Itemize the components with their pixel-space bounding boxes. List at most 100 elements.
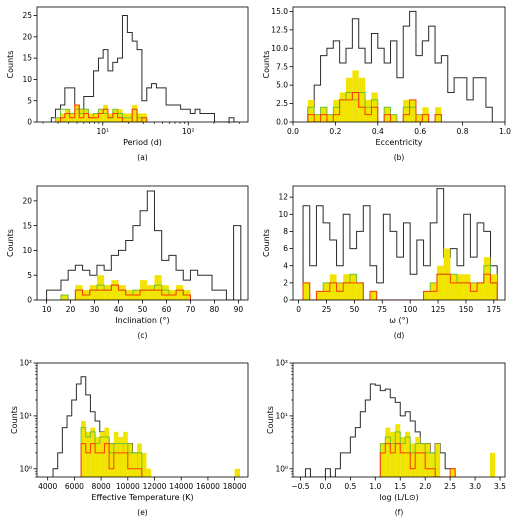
histogram-bar (369, 291, 377, 300)
histogram-bar (490, 452, 496, 477)
histogram-bar (352, 70, 359, 122)
y-tick-label: 10⁰ (275, 464, 288, 473)
histogram-bar (118, 436, 124, 477)
histogram-bar (234, 468, 240, 477)
histogram-bar (111, 280, 119, 300)
histogram-bar (390, 431, 396, 477)
x-tick-label: 16000 (196, 482, 220, 491)
histogram-series (307, 10, 493, 122)
x-tick-label: 30 (90, 305, 100, 314)
y-axis-label: Counts (6, 51, 15, 79)
histogram-bar (161, 285, 169, 300)
histogram-bar (490, 274, 498, 300)
y-tick-label: 5 (27, 271, 32, 280)
x-tick-label: 4000 (38, 482, 57, 491)
histogram-series (60, 275, 191, 300)
histogram-bar (415, 436, 421, 477)
x-tick-label: 70 (186, 305, 196, 314)
histogram-bar (132, 104, 138, 122)
histogram-bar (435, 443, 441, 477)
x-tick-label: 3.0 (469, 482, 481, 491)
histogram-bar (146, 468, 152, 477)
y-tick-label: 6 (283, 244, 288, 253)
x-tick-label: 125 (431, 305, 446, 314)
histogram-bar (385, 427, 391, 477)
x-tick-label: 0.8 (457, 127, 469, 136)
y-tick-label: 25 (22, 11, 32, 20)
histogram-bar (477, 282, 484, 300)
histogram-bar (127, 443, 133, 477)
x-tick-label: 0.4 (372, 127, 384, 136)
histogram-step-line (307, 92, 442, 122)
x-axis-label: Period (d) (123, 138, 162, 147)
y-tick-label: 7.5 (276, 62, 288, 71)
histogram-bar (75, 285, 83, 300)
y-tick-label: 10¹ (275, 412, 288, 421)
histogram-bar (60, 295, 69, 300)
histogram-series (80, 443, 143, 477)
x-tick-label: 14000 (169, 482, 193, 491)
y-axis-label: Counts (262, 229, 271, 257)
y-tick-label: 15 (22, 221, 32, 230)
x-tick-label: 6000 (65, 482, 84, 491)
histogram-bar (405, 431, 411, 477)
x-tick-label: 0.0 (319, 482, 331, 491)
y-tick-label: 10 (22, 246, 32, 255)
x-tick-label: 40 (114, 305, 124, 314)
x-tick-label: 12000 (143, 482, 167, 491)
histogram-bar (141, 452, 147, 477)
histogram-bar (117, 109, 123, 122)
x-tick-label: 10000 (116, 482, 140, 491)
histogram-bar (147, 285, 155, 300)
axes-frame (292, 6, 506, 123)
panel-caption: (f) (395, 508, 404, 517)
x-axis-label: Effective Temperature (K) (91, 493, 193, 502)
plot-area (46, 190, 242, 300)
y-tick-label: 20 (22, 196, 32, 205)
histogram-bar (132, 452, 138, 477)
histogram-series (55, 104, 148, 122)
histogram-bar (326, 114, 334, 122)
histogram-bar (176, 285, 184, 300)
histogram-series (302, 273, 498, 300)
y-tick-label: 0 (283, 296, 288, 305)
x-tick-label: 1.0 (499, 127, 511, 136)
x-axis-label: log (L/L⊙) (379, 493, 418, 502)
histogram-bar (403, 99, 410, 122)
histogram-bar (415, 114, 423, 122)
plot-area (52, 376, 240, 477)
histogram-bar (74, 104, 80, 122)
histogram-bar (81, 421, 86, 477)
histogram-bar (64, 109, 70, 122)
y-tick-label: 15.0 (271, 7, 288, 16)
axes-frame (292, 185, 506, 301)
axes-frame (36, 6, 249, 123)
histogram-bar (154, 275, 162, 300)
histogram-bar (339, 92, 346, 122)
histogram-bar (85, 431, 91, 477)
histogram-bar (137, 443, 142, 477)
chart-panel: 10¹ 10² 0 5 10 15 20 25 Period (d) Counts (a) (6, 6, 249, 162)
y-axis-label: Counts (6, 229, 15, 257)
histogram-bar (430, 452, 436, 477)
x-tick-label: 8000 (92, 482, 111, 491)
axes-frame (36, 362, 249, 478)
histogram-step-line (302, 188, 498, 300)
x-tick-label: 10¹ (96, 127, 109, 136)
panel-caption: (a) (137, 153, 148, 162)
histogram-bar (307, 99, 315, 122)
y-axis-label: Counts (266, 406, 275, 434)
histogram-bar (109, 443, 114, 477)
y-tick-label: 10.0 (271, 44, 288, 53)
x-axis-label: Eccentricity (376, 138, 423, 147)
histogram-bar (483, 257, 491, 300)
x-tick-label: 100 (403, 305, 418, 314)
axes-frame (292, 362, 506, 478)
histogram-series (379, 443, 456, 477)
y-tick-label: 12 (278, 193, 288, 202)
histogram-series (307, 92, 442, 122)
y-tick-label: 2.5 (276, 99, 288, 108)
histogram-bar (303, 282, 310, 300)
x-tick-label: 150 (459, 305, 474, 314)
x-tick-label: 1.5 (394, 482, 406, 491)
